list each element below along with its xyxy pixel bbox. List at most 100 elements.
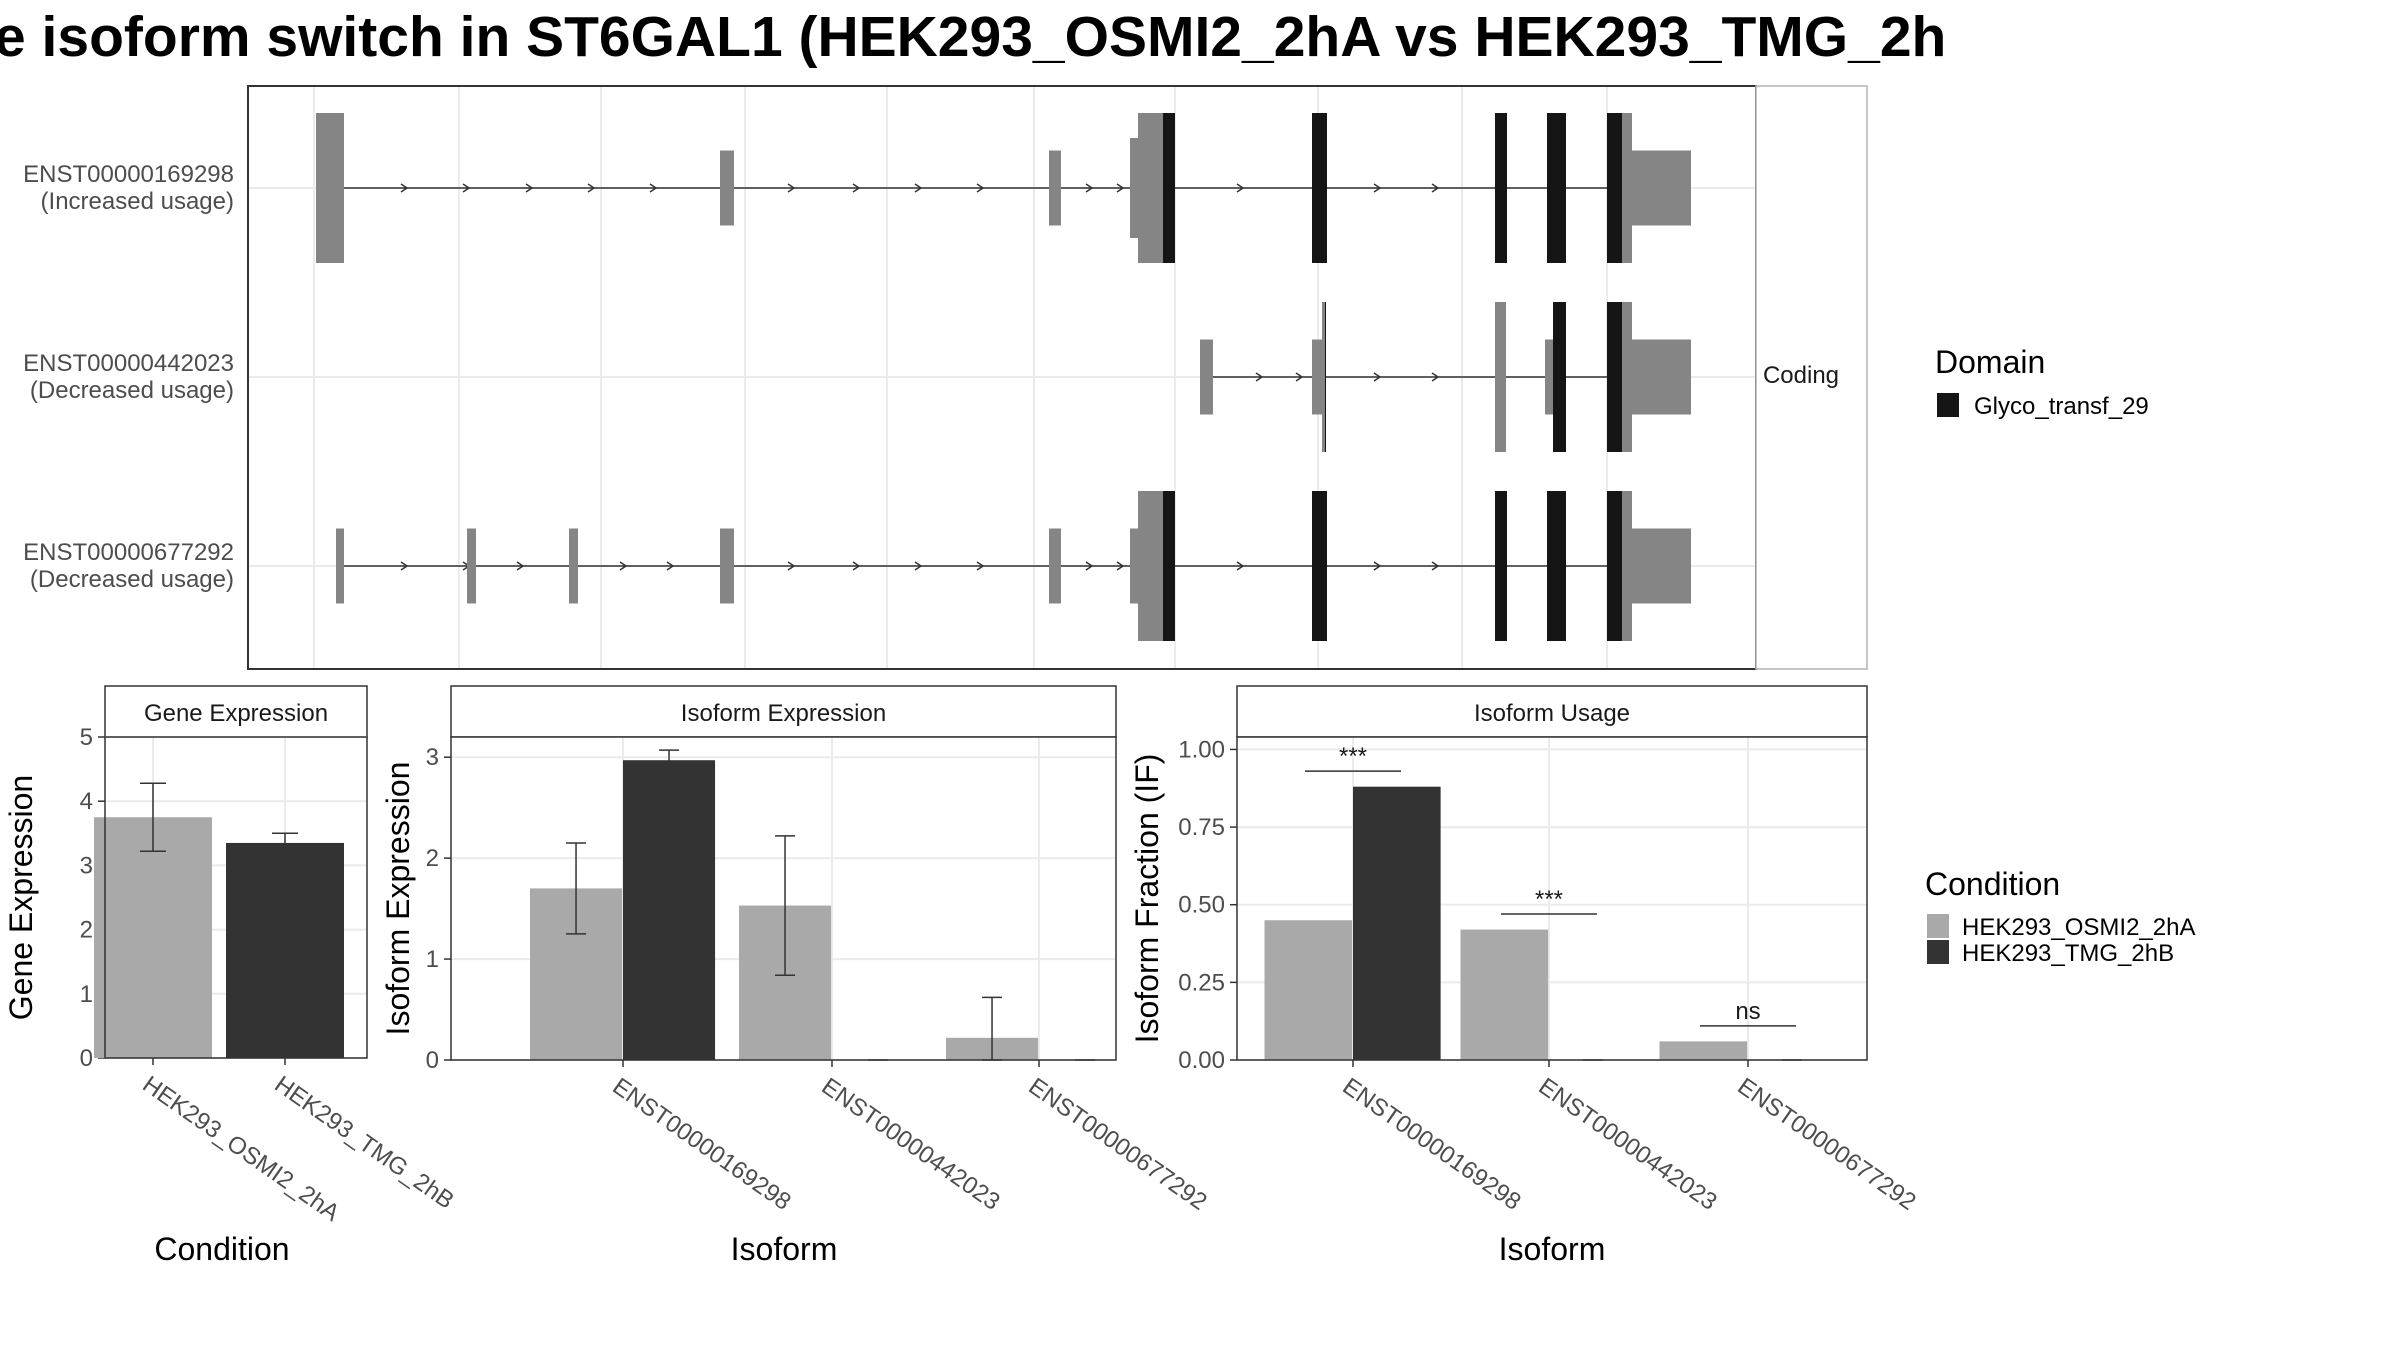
domain-exon [1312,113,1327,263]
domain-exon [1607,302,1622,452]
strand-arrow [1085,183,1094,193]
y-tick-label: 1 [80,981,93,1008]
strand-arrow [976,561,985,571]
condition-legend-label-osmi: HEK293_OSMI2_2hA [1962,914,2195,941]
bar [226,842,344,1058]
x-tick-label: ENST00000677292 [1024,1073,1212,1216]
transcript-id-label: ENST00000169298 [23,161,234,188]
strand-arrow [852,183,861,193]
exon-block [1138,113,1163,263]
panel-border [104,736,368,1059]
exon-block [1622,302,1632,452]
y-axis-title: Isoform Expression [380,762,416,1036]
strand-arrow [976,183,985,193]
x-axis-title: Isoform [731,1231,838,1267]
condition-legend-title: Condition [1925,866,2060,902]
bar [94,817,212,1058]
strand-arrow [1431,561,1440,571]
strand-arrow [619,561,628,571]
y-tick-label: 1.00 [1178,736,1225,763]
x-tick-label: ENST00000169298 [608,1073,796,1216]
exon-block [1200,339,1213,415]
domain-legend-key [1937,393,1959,417]
expression-panels: Gene Expression012345HEK293_OSMI2_2hAHEK… [3,685,1921,1267]
transcript-usage-label: (Decreased usage) [30,377,234,404]
exon-block [1130,528,1138,604]
strand-arrow [1373,372,1382,382]
panel-border [450,736,1117,1061]
panel-title: Isoform Expression [681,700,886,727]
bar [1264,920,1353,1060]
exon-block [336,528,344,604]
significance-label: *** [1535,886,1563,913]
strand-arrow [400,561,409,571]
strand-arrow [1295,372,1304,382]
domain-exon [1553,302,1566,452]
strand-arrow [1085,561,1094,571]
x-tick-label: ENST00000169298 [1338,1073,1526,1216]
exon-block [720,150,734,226]
y-tick-label: 3 [80,852,93,879]
exon-block [1632,528,1691,604]
transcript-usage-label: (Increased usage) [41,188,234,215]
exon-block [1049,528,1061,604]
condition-legend-key-osmi [1927,914,1949,938]
x-tick-label: ENST00000442023 [1534,1073,1722,1216]
strand-arrow [914,561,923,571]
y-tick-label: 0 [80,1045,93,1072]
exon-block [1049,150,1061,226]
strand-arrow [666,561,675,571]
exon-block [1322,302,1325,452]
bar [1460,929,1549,1060]
panel-border [1236,736,1868,1061]
y-tick-label: 1 [426,946,439,973]
strand-arrow [587,183,596,193]
y-tick-label: 0.50 [1178,892,1225,919]
strand-arrow [852,561,861,571]
y-tick-label: 0.25 [1178,969,1225,996]
transcript-id-label: ENST00000442023 [23,350,234,377]
domain-exon [1495,113,1507,263]
strand-arrow [1116,561,1125,571]
bar [623,760,716,1060]
strand-arrow [649,183,658,193]
y-axis-title: Isoform Fraction (IF) [1129,754,1165,1044]
domain-exon [1163,113,1175,263]
strand-arrow [1431,183,1440,193]
strand-arrow [1116,183,1125,193]
y-tick-label: 2 [426,845,439,872]
y-tick-label: 3 [426,744,439,771]
y-tick-label: 0 [426,1047,439,1074]
exon-block [569,528,578,604]
strand-arrow [525,183,534,193]
exon-block [467,528,476,604]
exon-block [316,113,344,263]
strand-arrow [516,561,525,571]
strand-arrow [400,183,409,193]
exon-block [1622,491,1632,641]
y-tick-label: 0.75 [1178,814,1225,841]
exon-block [1495,302,1506,452]
figure-title: e isoform switch in ST6GAL1 (HEK293_OSMI… [0,5,1946,69]
x-tick-label: ENST00000442023 [817,1073,1005,1216]
domain-exon [1547,113,1566,263]
strand-arrow [1373,561,1382,571]
domain-exon [1312,491,1327,641]
domain-legend-title: Domain [1935,344,2045,380]
strand-arrow [1431,372,1440,382]
exon-block [1138,491,1163,641]
exon-block [720,528,734,604]
domain-exon [1607,113,1622,263]
exon-block [1545,339,1553,415]
domain-exon [1163,491,1175,641]
transcript-structure-panel: ENST00000169298(Increased usage) ENST0000… [23,85,1868,670]
strand-arrow [787,561,796,571]
x-axis-title: Condition [154,1231,289,1267]
domain-exon [1547,491,1566,641]
strand-arrow [1255,372,1264,382]
transcript-usage-label: (Decreased usage) [30,566,234,593]
exon-block [1632,339,1691,415]
strand-arrow [1236,561,1245,571]
y-axis-title: Gene Expression [3,775,39,1020]
